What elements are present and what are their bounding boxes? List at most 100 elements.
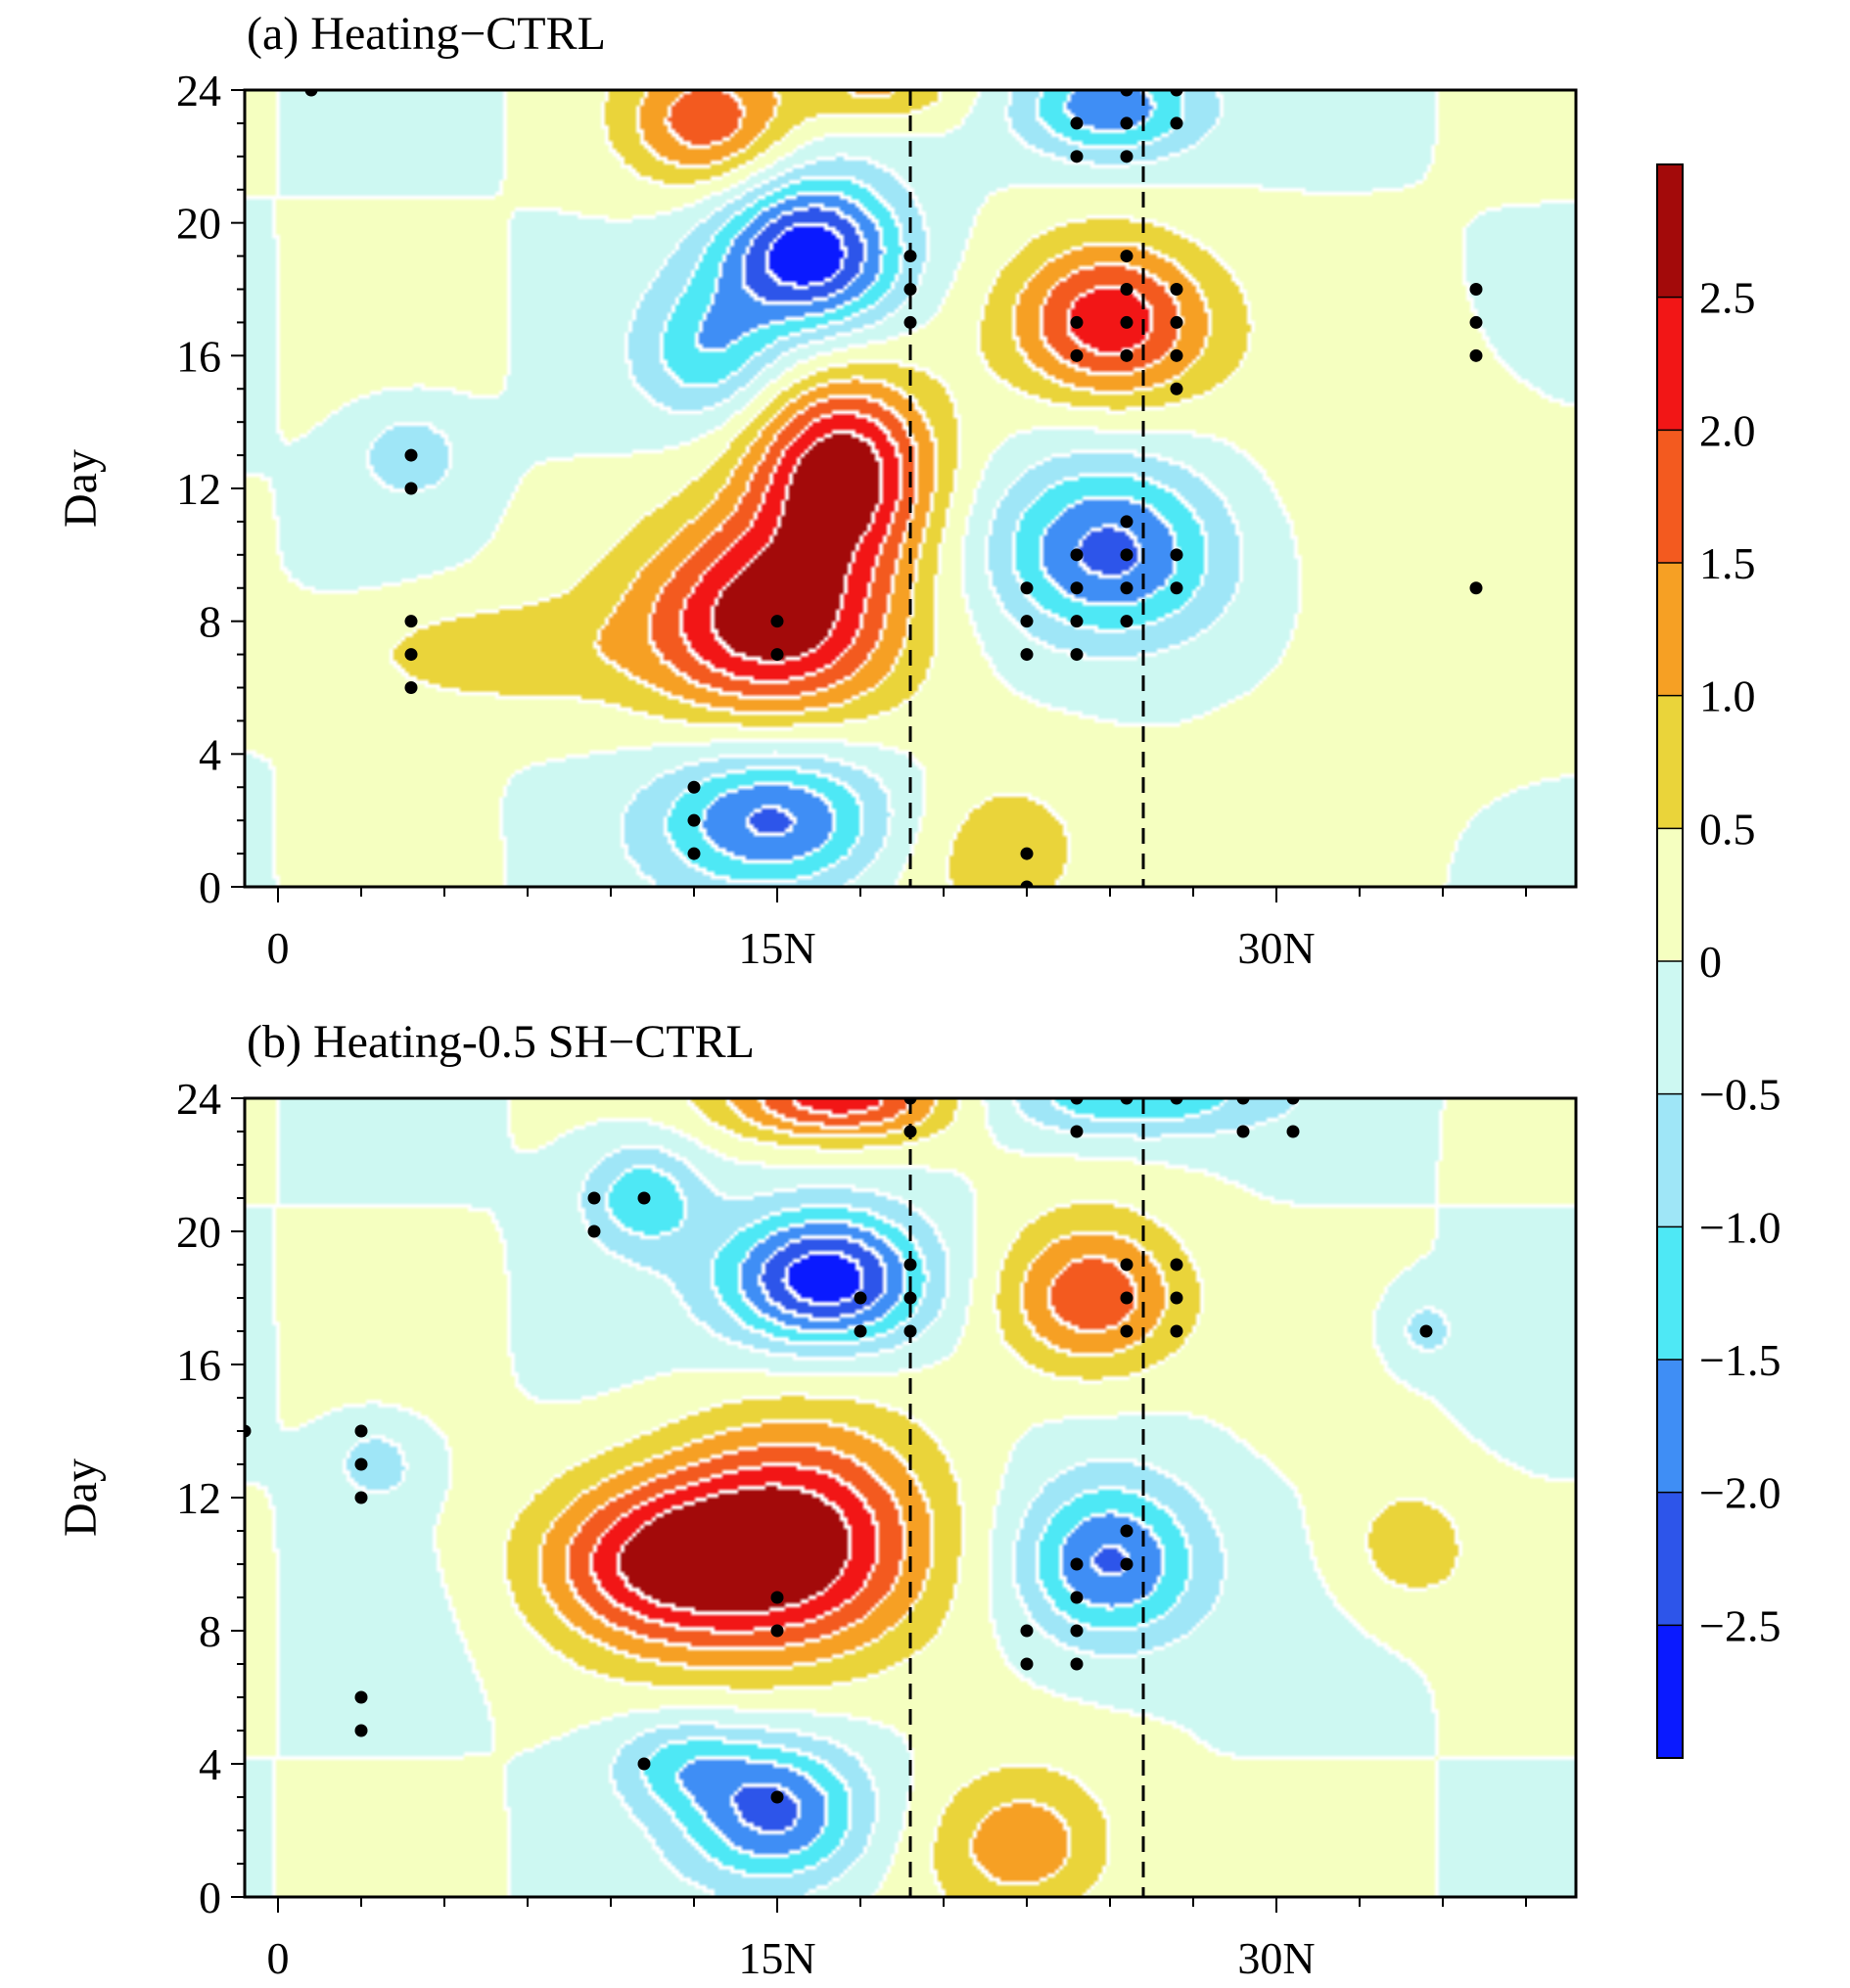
significance-dot: [1020, 581, 1034, 595]
colorbar-cell: [1657, 1093, 1683, 1227]
significance-dot: [903, 1258, 917, 1271]
y-tick-label: 20: [176, 199, 221, 249]
significance-dot: [1070, 150, 1084, 163]
significance-dot: [587, 1225, 601, 1238]
y-tick-label: 16: [176, 331, 221, 381]
y-tick-label: 20: [176, 1207, 221, 1257]
significance-dot: [1120, 1324, 1133, 1338]
significance-dot: [1120, 615, 1133, 628]
significance-dot: [854, 1324, 867, 1338]
colorbar-cell: [1657, 1360, 1683, 1493]
significance-dot: [1070, 116, 1084, 130]
significance-dot: [404, 482, 418, 495]
colorbar-label: −1.0: [1699, 1202, 1781, 1252]
y-tick-label: 24: [176, 66, 221, 116]
significance-dot: [404, 448, 418, 462]
x-tick-label: 15N: [738, 1933, 815, 1983]
significance-dot: [1170, 116, 1183, 130]
significance-dot: [1120, 548, 1133, 562]
panel-b-ylabel: Day: [55, 1458, 107, 1537]
significance-dot: [1120, 1098, 1133, 1105]
colorbar-frame: [1656, 163, 1684, 1759]
colorbar-label: −1.5: [1699, 1335, 1781, 1385]
significance-dot: [770, 1790, 784, 1804]
significance-dot: [1286, 1098, 1300, 1105]
significance-dot: [903, 250, 917, 263]
significance-dot: [1070, 648, 1084, 662]
colorbar-cell: [1657, 1226, 1683, 1360]
colorbar-label: 0: [1699, 937, 1722, 987]
x-tick-label: 30N: [1237, 923, 1315, 973]
colorbar-label: −2.0: [1699, 1468, 1781, 1518]
colorbar-cell: [1657, 828, 1683, 961]
significance-dot: [245, 1424, 252, 1438]
y-tick-label: 24: [176, 1074, 221, 1124]
significance-dot: [1170, 315, 1183, 329]
colorbar-cell: [1657, 1625, 1683, 1758]
significance-dot: [687, 847, 701, 860]
significance-dot: [903, 1291, 917, 1305]
significance-dot: [770, 615, 784, 628]
colorbar-label: −0.5: [1699, 1070, 1781, 1120]
significance-dot: [637, 1191, 651, 1205]
significance-dot: [1236, 1125, 1250, 1138]
y-tick-label: 0: [199, 1872, 221, 1922]
colorbar-label: 1.5: [1699, 538, 1756, 588]
significance-dot: [354, 1457, 368, 1471]
significance-dot: [1120, 90, 1133, 97]
colorbar-cell: [1657, 297, 1683, 431]
significance-dot: [1020, 847, 1034, 860]
significance-dot: [687, 780, 701, 794]
significance-dot: [1020, 648, 1034, 662]
colorbar-cell: [1657, 430, 1683, 563]
significance-dot: [404, 681, 418, 694]
colorbar-label: 0.5: [1699, 804, 1756, 854]
significance-dot: [1120, 581, 1133, 595]
y-tick-label: 8: [199, 1606, 221, 1656]
panel-b-title: (b) Heating-0.5 SH−CTRL: [247, 1016, 755, 1068]
colorbar-label: 1.0: [1699, 671, 1756, 721]
significance-dot: [354, 1491, 368, 1504]
significance-dot: [1120, 315, 1133, 329]
y-tick-label: 4: [199, 1739, 221, 1789]
significance-dot: [404, 648, 418, 662]
significance-dot: [770, 1591, 784, 1604]
panel-a: (a) Heating−CTRL 0 4 8 12 16 20 24 0 15N 30N Day: [55, 8, 1578, 973]
significance-dot: [1469, 581, 1483, 595]
significance-dot: [1170, 382, 1183, 395]
significance-dot: [1070, 348, 1084, 362]
panel-a-ylabel: Day: [55, 449, 107, 528]
significance-dot: [1070, 1591, 1084, 1604]
significance-dot: [304, 90, 318, 97]
significance-dot: [1120, 283, 1133, 296]
colorbar-label: 2.0: [1699, 405, 1756, 455]
significance-dot: [1170, 283, 1183, 296]
panel-a-title: (a) Heating−CTRL: [247, 8, 606, 60]
y-tick-label: 0: [199, 862, 221, 912]
significance-dot: [1170, 348, 1183, 362]
significance-dot: [687, 813, 701, 827]
x-tick-label: 30N: [1237, 1933, 1315, 1983]
significance-dot: [1070, 615, 1084, 628]
significance-dot: [1070, 548, 1084, 562]
significance-dot: [1170, 1324, 1183, 1338]
significance-dot: [1120, 348, 1133, 362]
panel-b: (b) Heating-0.5 SH−CTRL 0 4 8 12 16 20 24 0 15N…: [55, 1016, 1578, 1983]
significance-dot: [1170, 1291, 1183, 1305]
colorbar-cell: [1657, 695, 1683, 829]
significance-dot: [1170, 548, 1183, 562]
significance-dot: [1070, 1557, 1084, 1571]
significance-dot: [1070, 1624, 1084, 1638]
significance-dot: [1469, 283, 1483, 296]
x-tick-label: 0: [267, 1933, 290, 1983]
colorbar-label: 2.5: [1699, 273, 1756, 323]
significance-dot: [354, 1724, 368, 1737]
significance-dot: [903, 315, 917, 329]
significance-dot: [770, 1624, 784, 1638]
significance-dot: [1419, 1324, 1433, 1338]
significance-dot: [1469, 348, 1483, 362]
x-tick-label: 0: [267, 923, 290, 973]
significance-dot: [1236, 1098, 1250, 1105]
y-tick-label: 12: [176, 1473, 221, 1523]
